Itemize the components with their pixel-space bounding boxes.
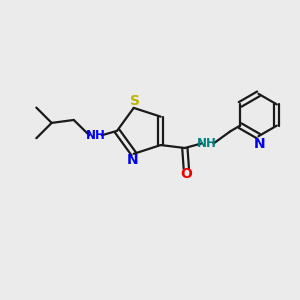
Text: NH: NH bbox=[197, 137, 217, 150]
Text: S: S bbox=[130, 94, 140, 108]
Text: N: N bbox=[254, 136, 266, 151]
Text: NH: NH bbox=[86, 129, 106, 142]
Text: N: N bbox=[126, 153, 138, 167]
Text: O: O bbox=[180, 167, 192, 182]
